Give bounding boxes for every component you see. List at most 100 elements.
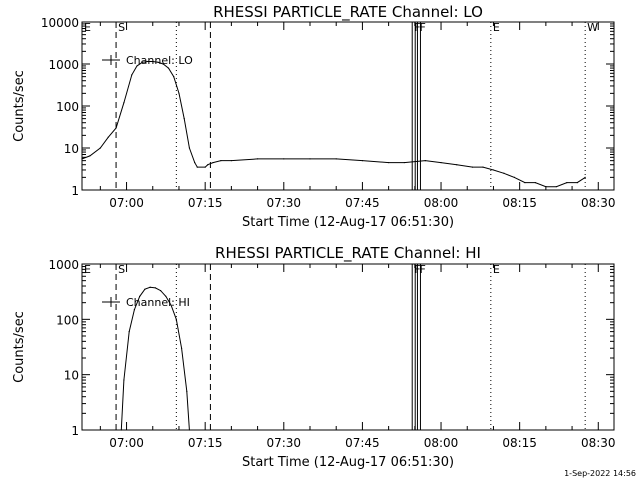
panel-1-data-point bbox=[424, 160, 426, 162]
panel-1-x-tick-label: 07:30 bbox=[266, 196, 301, 210]
panel-1-data-point bbox=[471, 166, 474, 168]
panel-2-data-point bbox=[186, 390, 188, 392]
panel-1-data-point bbox=[167, 67, 170, 69]
panel-1-data-point bbox=[162, 63, 164, 65]
panel-1-plot-frame bbox=[81, 21, 615, 191]
panel-1-data-point bbox=[194, 161, 196, 164]
panel-2-x-tick-label: 08:15 bbox=[502, 436, 537, 450]
panel-1-y-tick-label: 10000 bbox=[41, 16, 79, 30]
panel-1-x-tick-label: 08:00 bbox=[424, 196, 459, 210]
panel-1-data-point bbox=[503, 172, 505, 174]
panel-2-x-tick-label: 07:45 bbox=[345, 436, 380, 450]
panel-1-data-point bbox=[131, 74, 133, 76]
panel-1-data-point bbox=[188, 147, 191, 149]
panel-1-x-tick-label: 07:00 bbox=[109, 196, 144, 210]
panel-2-event-marker-label: F bbox=[419, 263, 425, 276]
panel-1-data-point bbox=[456, 164, 458, 166]
panel-2-data-point bbox=[188, 429, 191, 431]
panel-1-data-point bbox=[178, 92, 180, 94]
panel-2-y-tick-label: 1000 bbox=[48, 258, 79, 272]
panel-2-y-tick-label: 100 bbox=[56, 313, 79, 327]
panel-2-event-marker-label: E bbox=[493, 263, 500, 276]
panel-1-data-point bbox=[403, 161, 405, 164]
panel-1-legend-label: Channel: LO bbox=[126, 54, 193, 67]
panel-1-data-point bbox=[513, 176, 516, 178]
panel-1-data-point bbox=[196, 166, 198, 168]
panel-1-data-point bbox=[388, 161, 390, 164]
panel-1-data-point bbox=[492, 169, 495, 171]
panel-1-data-point bbox=[89, 155, 91, 157]
panel-1-data-point bbox=[157, 61, 159, 63]
panel-1-data-point bbox=[220, 160, 222, 162]
panel-1-data-point bbox=[99, 147, 101, 149]
panel-1-data-point bbox=[309, 158, 311, 160]
panel-1-data-point bbox=[230, 160, 232, 162]
panel-2-data-point bbox=[154, 287, 156, 289]
panel-2-data-point bbox=[175, 318, 177, 320]
panel-1-data-point bbox=[545, 186, 547, 188]
panel-2-legend-label: Channel: HI bbox=[126, 296, 190, 309]
panel-2-data-point bbox=[144, 288, 146, 290]
panel-1-y-tick-label: 1000 bbox=[48, 58, 79, 72]
panel-1-x-tick-label: 08:30 bbox=[581, 196, 616, 210]
panel-1-data-point bbox=[566, 182, 568, 184]
panel-1-data-point bbox=[524, 182, 526, 184]
panel-1-y-axis-label: Counts/sec bbox=[12, 70, 27, 142]
panel-2-y-tick-label: 10 bbox=[64, 369, 79, 383]
panel-1-y-tick-label: 1 bbox=[71, 184, 79, 198]
panel-1-data-point bbox=[440, 161, 442, 164]
panel-1-data-point bbox=[204, 166, 206, 168]
panel-1-data-point bbox=[107, 136, 109, 138]
panel-1-event-marker-label: E bbox=[493, 21, 500, 34]
panel-2-data-point bbox=[133, 308, 136, 311]
panel-1-x-tick-label: 07:45 bbox=[345, 196, 380, 210]
panel-1-data-point bbox=[534, 182, 536, 184]
panel-2-x-tick-label: 07:15 bbox=[188, 436, 223, 450]
panel-1-data-series-line bbox=[81, 61, 586, 188]
panel-2-plot-frame bbox=[81, 263, 615, 431]
panel-1-data-point bbox=[81, 158, 83, 160]
panel-2-data-point bbox=[160, 290, 162, 292]
panel-1-data-point bbox=[482, 166, 484, 168]
panel-1-data-point bbox=[555, 186, 557, 188]
panel-1-data-point bbox=[146, 60, 149, 63]
panel-1-x-axis-label: Start Time (12-Aug-17 06:51:30) bbox=[242, 215, 454, 230]
panel-1-event-marker-label: W bbox=[587, 21, 598, 34]
panel-1-event-marker-label: F bbox=[419, 21, 425, 34]
panel-2-x-tick-label: 08:30 bbox=[581, 436, 616, 450]
panel-2-x-tick-label: 07:30 bbox=[266, 436, 301, 450]
panel-1-data-point bbox=[115, 127, 117, 129]
panel-2-data-point bbox=[180, 347, 183, 349]
panel-1-chart-title: RHESSI PARTICLE_RATE Channel: LO bbox=[213, 3, 483, 22]
panel-1-event-marker-label: S bbox=[118, 21, 125, 34]
panel-1-data-point bbox=[256, 158, 259, 160]
panel-2-chart-title: RHESSI PARTICLE_RATE Channel: HI bbox=[215, 244, 481, 263]
panel-1-data-point bbox=[576, 182, 578, 184]
panel-1-data-point bbox=[173, 76, 175, 78]
panel-2-event-marker-label: E bbox=[84, 263, 91, 276]
panel-2-event-marker-label: S bbox=[118, 263, 125, 276]
panel-2-data-point bbox=[123, 379, 125, 381]
panel-1-data-point bbox=[361, 160, 364, 162]
panel-1-data-point bbox=[123, 102, 125, 104]
panel-1-y-tick-label: 100 bbox=[56, 100, 79, 114]
panel-2-data-point bbox=[165, 295, 167, 297]
panel-2-data-point bbox=[120, 429, 122, 431]
panel-2-x-tick-label: 08:00 bbox=[424, 436, 459, 450]
panel-1-y-tick-label: 10 bbox=[64, 142, 79, 156]
panel-2-data-point bbox=[170, 304, 172, 306]
panel-1-data-point bbox=[335, 158, 337, 160]
panel-1-x-tick-label: 08:15 bbox=[502, 196, 537, 210]
generation-timestamp: 1-Sep-2022 14:56 bbox=[564, 469, 636, 478]
panel-2-data-point bbox=[149, 286, 151, 288]
panel-1-data-point bbox=[183, 118, 185, 120]
panel-1-data-point bbox=[136, 65, 138, 67]
panel-1-data-point bbox=[584, 176, 586, 178]
panel-2-data-point bbox=[139, 295, 141, 297]
panel-2-x-tick-label: 07:00 bbox=[109, 436, 144, 450]
panel-2-y-tick-label: 1 bbox=[71, 424, 79, 438]
panel-1-x-tick-label: 07:15 bbox=[188, 196, 223, 210]
panel-1-data-point bbox=[141, 61, 143, 63]
panel-1-event-marker-label: E bbox=[84, 21, 91, 34]
